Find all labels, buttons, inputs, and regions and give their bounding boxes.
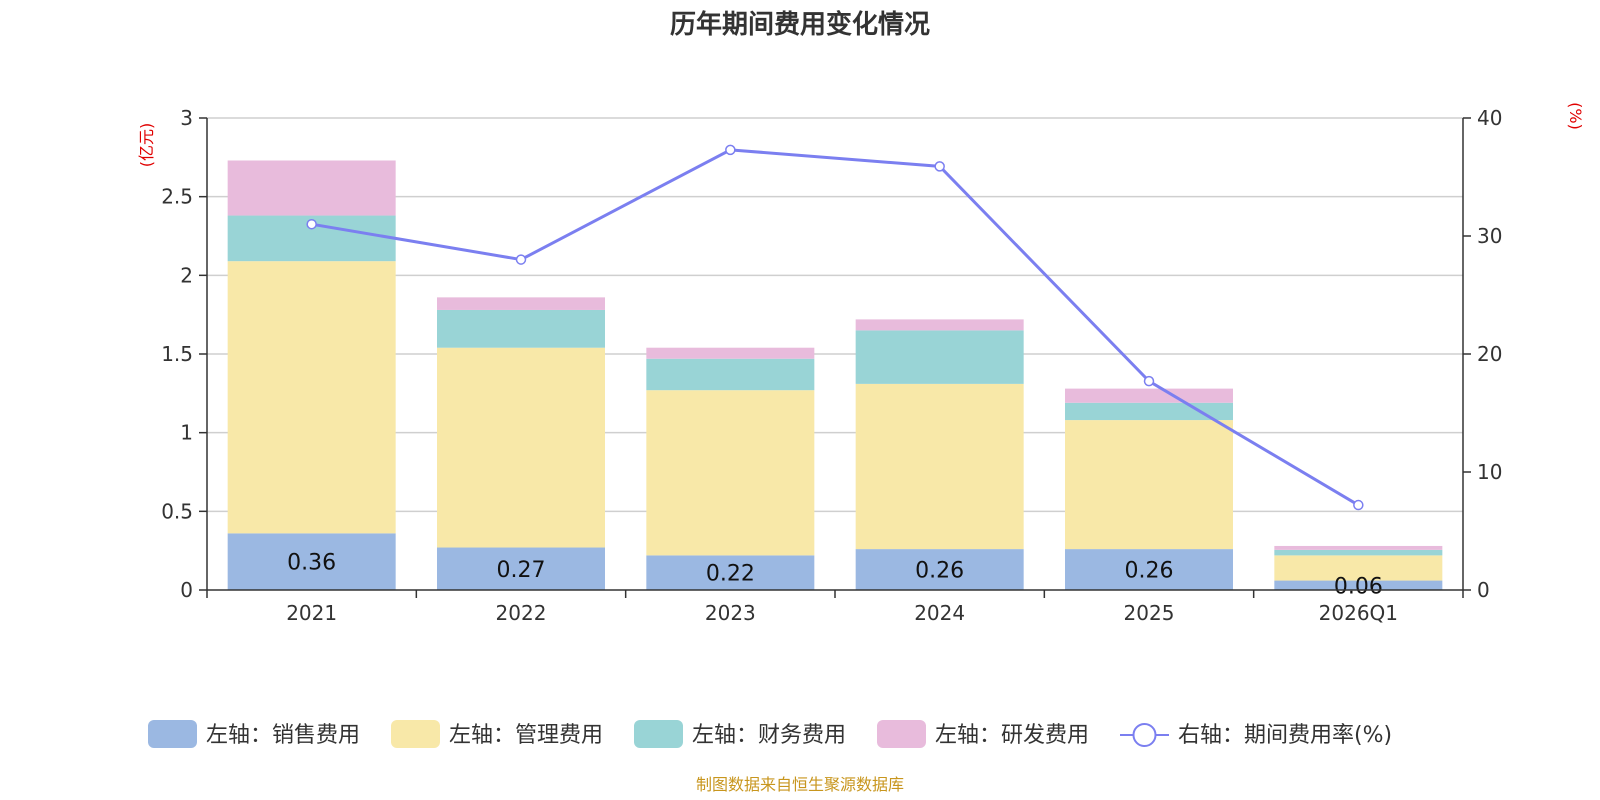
legend-label-4: 左轴：研发费用: [935, 723, 1089, 748]
bar-2-2023: [646, 390, 815, 556]
left-axis-tick-label: 0: [180, 578, 193, 602]
right-axis-tick-label: 30: [1477, 224, 1502, 248]
right-axis-tick-label: 40: [1477, 106, 1502, 130]
bar-3-2024: [855, 330, 1024, 384]
legend-label-3: 左轴：财务费用: [692, 723, 846, 748]
rate-point: [1143, 375, 1155, 387]
left-axis-tick-label: 2: [180, 263, 193, 287]
legend-swatch-3: [634, 720, 683, 748]
right-axis-unit-label: (%): [1566, 102, 1585, 130]
left-axis-tick-label: 1: [180, 421, 193, 445]
legend-swatch-2: [391, 720, 440, 748]
bar-3-2023: [646, 358, 815, 391]
bar-2-2026Q1: [1274, 555, 1443, 581]
bar-value-label: 0.26: [1125, 559, 1174, 584]
x-axis-tick-label: 2022: [496, 601, 547, 625]
bar-value-label: 0.06: [1334, 574, 1383, 599]
x-axis-tick-label: 2025: [1124, 601, 1175, 625]
x-axis-tick-label: 2024: [914, 601, 965, 625]
rate-line: [311, 148, 1360, 507]
bar-1-2026Q1: [1274, 580, 1443, 590]
rate-point: [306, 218, 317, 230]
legend-label-2: 左轴：管理费用: [449, 723, 603, 748]
bar-value-label: 0.36: [287, 551, 336, 576]
legend-label-1: 左轴：销售费用: [206, 723, 360, 748]
bar-4-2026Q1: [1274, 545, 1443, 550]
bar-3-2026Q1: [1274, 549, 1443, 556]
bar-4-2023: [646, 347, 815, 359]
rate-point: [1353, 499, 1364, 511]
left-axis-tick-label: 0.5: [161, 499, 193, 523]
bar-4-2024: [855, 319, 1024, 331]
rate-point: [934, 161, 945, 172]
bar-2-2022: [437, 347, 605, 548]
bar-1-2025: [1065, 549, 1233, 590]
legend: 左轴：销售费用 左轴：管理费用 左轴：财务费用 左轴：研发费用 右轴：期间费用率(%): [148, 720, 1392, 748]
bar-4-2021: [227, 160, 396, 216]
bar-3-2022: [437, 309, 605, 348]
bar-2-2025: [1065, 420, 1233, 550]
bar-4-2022: [437, 297, 605, 310]
bar-1-2023: [646, 555, 815, 590]
left-axis-tick-label: 2.5: [161, 185, 193, 209]
left-axis-unit-label: (亿元): [137, 123, 156, 168]
x-axis-tick-label: 2021: [286, 601, 337, 625]
left-axis-tick-label: 3: [180, 106, 193, 130]
right-axis-tick-label: 0: [1477, 578, 1490, 602]
bar-value-label: 0.26: [915, 559, 964, 584]
rate-line-group: [306, 144, 1364, 511]
right-axis-tick-label: 20: [1477, 342, 1502, 366]
rate-point: [515, 254, 527, 265]
bar-value-label: 0.22: [706, 562, 755, 587]
legend-line-marker: [1132, 723, 1157, 747]
bar-2-2021: [227, 261, 396, 534]
legend-swatch-1: [148, 720, 197, 748]
x-axis-tick-label: 2023: [705, 601, 756, 625]
bar-4-2025: [1065, 388, 1233, 403]
bar-value-label: 0.27: [497, 558, 546, 583]
legend-swatch-4: [877, 720, 926, 748]
bar-1-2021: [227, 533, 396, 590]
bar-2-2024: [855, 383, 1024, 550]
right-axis-tick-label: 10: [1477, 460, 1502, 484]
rate-point: [725, 144, 736, 156]
bar-group: 0.36 0.27 0.22 0.26 0.26 0.06: [227, 160, 1443, 599]
left-axis-tick-label: 1.5: [161, 342, 193, 366]
chart-title: 历年期间费用变化情况: [670, 9, 930, 40]
bar-1-2022: [437, 547, 605, 590]
legend-label-rate: 右轴：期间费用率(%): [1178, 723, 1392, 748]
source-note: 制图数据来自恒生聚源数据库: [696, 775, 904, 794]
grid-lines: [207, 117, 1463, 513]
bar-1-2024: [855, 549, 1024, 590]
x-axis-tick-label: 2026Q1: [1319, 601, 1398, 625]
